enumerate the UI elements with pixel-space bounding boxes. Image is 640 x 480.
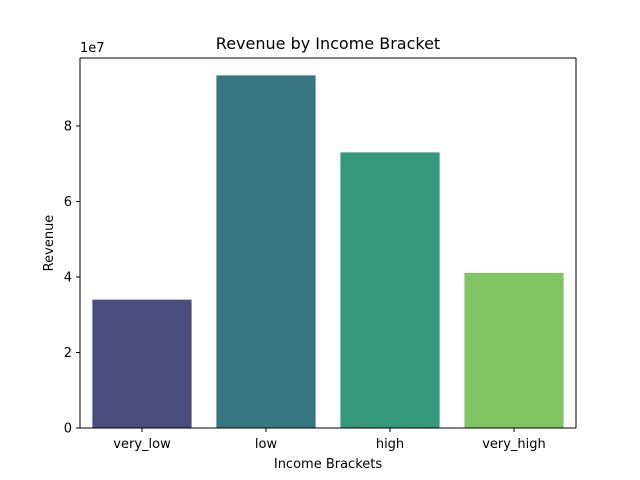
y-axis-ticks: 0 2 4 6 8 [64, 119, 80, 437]
bars-group [92, 75, 564, 429]
bar-very-high [464, 272, 564, 428]
x-tick-label: very_high [482, 437, 546, 452]
y-tick-label: 2 [64, 346, 72, 361]
chart-title: Revenue by Income Bracket [216, 34, 440, 53]
bar-low [216, 75, 316, 429]
x-axis-ticks: very_low low high very_high [113, 428, 546, 452]
y-tick-label: 6 [64, 195, 72, 210]
y-axis-offset-label: 1e7 [80, 41, 105, 56]
bar-high [340, 152, 440, 428]
x-axis-label: Income Brackets [274, 457, 383, 472]
x-tick-label: low [255, 437, 278, 452]
y-axis-label: Revenue [42, 215, 57, 272]
y-tick-label: 4 [64, 270, 72, 285]
x-tick-label: high [376, 437, 404, 452]
y-tick-label: 8 [64, 119, 72, 134]
bar-very-low [92, 299, 192, 428]
y-tick-label: 0 [64, 422, 72, 437]
x-tick-label: very_low [113, 437, 171, 452]
